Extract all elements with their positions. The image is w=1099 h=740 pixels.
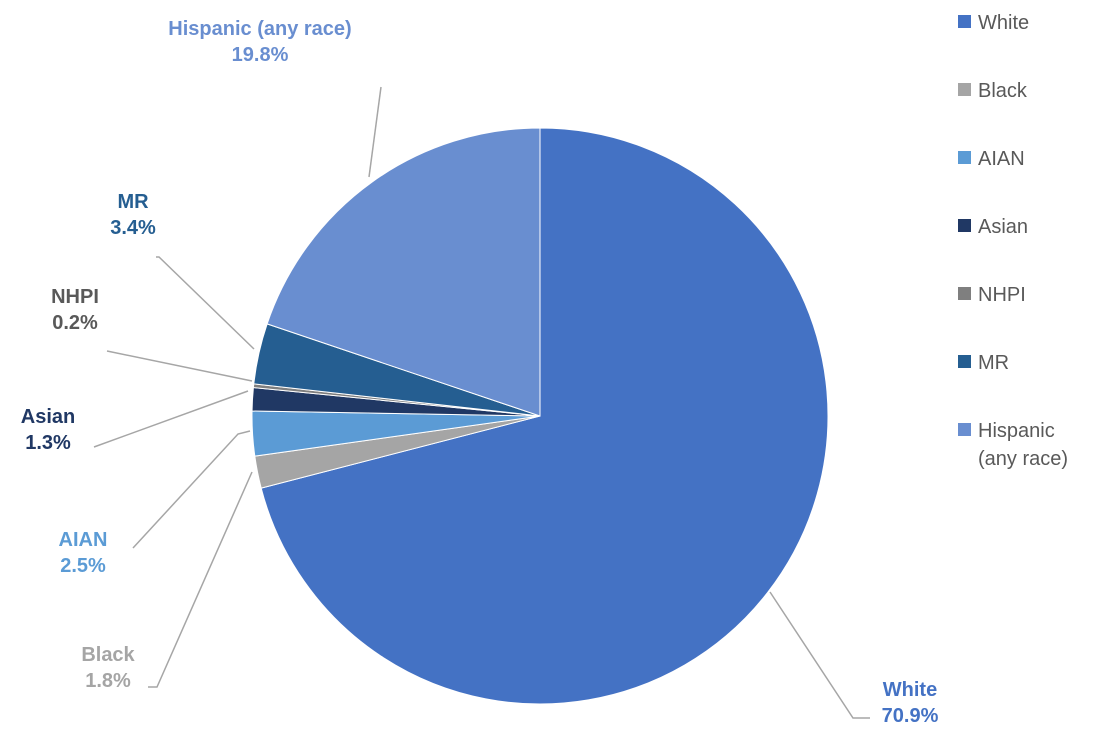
data-label-category: Black	[81, 644, 135, 666]
data-label-category: AIAN	[59, 529, 108, 551]
legend-swatch	[958, 423, 971, 436]
data-label-category: MR	[117, 191, 149, 213]
legend-label: Asian	[978, 216, 1028, 238]
legend-label-line: Hispanic	[978, 420, 1055, 442]
data-label-hispanic-any-race: Hispanic (any race) 19.8%	[168, 18, 351, 66]
legend-swatch	[958, 355, 971, 368]
data-label-value: 19.8%	[232, 44, 289, 66]
legend-label-line: Asian	[978, 216, 1028, 238]
data-label-value: 1.8%	[85, 670, 131, 692]
data-label-white: White 70.9%	[882, 679, 939, 727]
legend-label-line: Black	[978, 80, 1028, 102]
leader-line-mr	[156, 256, 255, 350]
leader-line-nhpi	[106, 350, 253, 382]
legend-label: AIAN	[978, 148, 1025, 170]
legend-label: MR	[978, 352, 1009, 374]
legend-label-line: MR	[978, 352, 1009, 374]
leader-line-hispanic-any-race	[368, 86, 382, 178]
legend-item-aian: AIAN	[958, 148, 1025, 170]
legend-item-black: Black	[958, 80, 1028, 102]
legend-label: Hispanic (any race)	[978, 420, 1068, 470]
legend-swatch	[958, 15, 971, 28]
legend-swatch	[958, 219, 971, 232]
data-label-aian: AIAN 2.5%	[59, 529, 108, 577]
legend-label: White	[978, 12, 1029, 34]
legend-item-asian: Asian	[958, 216, 1028, 238]
legend-swatch	[958, 83, 971, 96]
data-labels: White 70.9% Black 1.8% AIAN 2.5% Asian 1.3% NHPI…	[21, 18, 939, 727]
pie-slice-hispanic-any-race	[266, 127, 541, 417]
legend-label: NHPI	[978, 284, 1026, 306]
legend-item-white: White	[958, 12, 1029, 34]
leader-line-white	[769, 591, 870, 719]
leader-line-black	[148, 471, 253, 688]
legend-swatch	[958, 287, 971, 300]
data-label-category: Asian	[21, 406, 75, 428]
legend-item-hispanic-any-race: Hispanic (any race)	[958, 420, 1068, 470]
data-label-category: NHPI	[51, 286, 99, 308]
data-label-category: White	[883, 679, 937, 701]
legend-item-nhpi: NHPI	[958, 284, 1026, 306]
data-label-value: 70.9%	[882, 705, 939, 727]
data-label-value: 1.3%	[25, 432, 71, 454]
legend-label-line: White	[978, 12, 1029, 34]
legend: White Black AIAN Asian NHPI MR Hispanic (any ra…	[958, 12, 1068, 470]
data-label-value: 0.2%	[52, 312, 98, 334]
data-label-nhpi: NHPI 0.2%	[51, 286, 99, 334]
legend-label-line: AIAN	[978, 148, 1025, 170]
data-label-category: Hispanic (any race)	[168, 18, 351, 40]
data-label-value: 2.5%	[60, 555, 106, 577]
data-label-black: Black 1.8%	[81, 644, 135, 692]
legend-label-line: NHPI	[978, 284, 1026, 306]
legend-swatch	[958, 151, 971, 164]
pie-slice-white	[260, 127, 829, 705]
legend-item-mr: MR	[958, 352, 1009, 374]
legend-label-line: (any race)	[978, 448, 1068, 470]
pie-slices	[251, 127, 829, 705]
data-label-mr: MR 3.4%	[110, 191, 156, 239]
leader-lines	[93, 86, 870, 719]
data-label-asian: Asian 1.3%	[21, 406, 75, 454]
data-label-value: 3.4%	[110, 217, 156, 239]
leader-line-asian	[93, 390, 249, 448]
leader-line-aian	[132, 430, 251, 549]
legend-label: Black	[978, 80, 1028, 102]
